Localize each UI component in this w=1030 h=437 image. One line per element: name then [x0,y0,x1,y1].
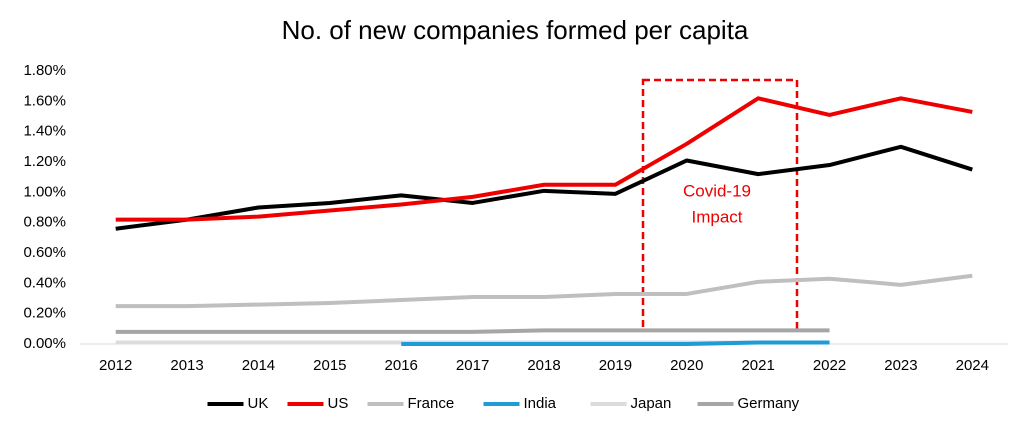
x-tick-label: 2022 [813,357,846,374]
y-tick-label: 1.40% [23,123,66,140]
y-tick-label: 0.60% [23,244,66,261]
chart-title: No. of new companies formed per capita [282,15,749,45]
covid-box [641,78,799,332]
series-line [401,340,830,346]
y-tick-label: 0.20% [23,305,66,322]
series-line [115,144,973,231]
y-tick-label: 0.80% [23,214,66,231]
y-tick-label: 1.20% [23,153,66,170]
x-tick-label: 2018 [527,357,560,374]
y-tick-label: 1.00% [23,183,66,200]
x-tick-label: 2023 [884,357,917,374]
y-tick-label: 0.00% [23,335,66,352]
legend-label: Japan [631,395,672,412]
x-tick-label: 2014 [242,357,275,374]
x-tick-label: 2016 [385,357,418,374]
x-tick-label: 2013 [170,357,203,374]
y-tick-label: 1.80% [23,62,66,79]
x-tick-label: 2015 [313,357,346,374]
legend-label: Germany [738,395,800,412]
y-tick-label: 0.40% [23,274,66,291]
series-line [115,328,830,334]
y-tick-label: 1.60% [23,92,66,109]
x-tick-label: 2021 [741,357,774,374]
x-tick-label: 2012 [99,357,132,374]
x-tick-label: 2024 [956,357,989,374]
series-line [115,96,973,222]
x-tick-label: 2019 [599,357,632,374]
series-line [115,273,973,309]
annotation: Impact [691,207,742,226]
annotation: Covid-19 [683,181,751,200]
x-tick-label: 2020 [670,357,703,374]
legend-label: France [408,395,455,412]
legend-label: UK [248,395,269,412]
x-tick-label: 2017 [456,357,489,374]
legend-label: US [328,395,349,412]
legend-label: India [524,395,557,412]
